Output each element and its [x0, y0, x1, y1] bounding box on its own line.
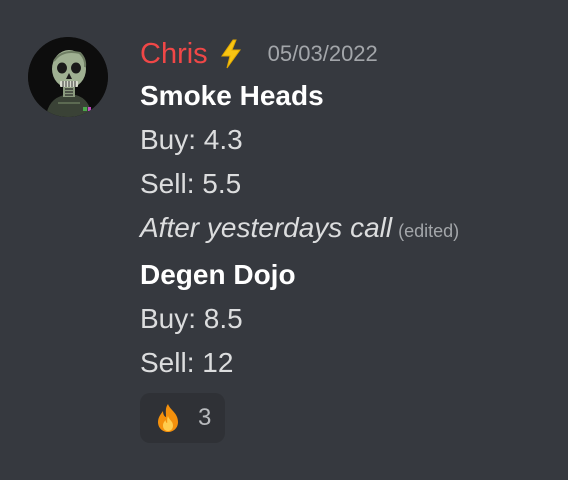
fire-emoji-icon	[158, 404, 178, 432]
edited-label: (edited)	[398, 221, 460, 241]
skull-avatar-icon	[28, 37, 108, 117]
buy-price: Buy: 8.5	[140, 303, 243, 334]
message-content: Chris 05/03/2022 Smoke Heads Buy: 4.3 Se…	[140, 34, 550, 443]
block-title: Smoke Heads	[140, 80, 324, 111]
reaction-bar: 3	[140, 393, 550, 443]
message-header: Chris 05/03/2022	[140, 34, 550, 74]
user-avatar[interactable]	[28, 37, 108, 117]
lightning-bolt-icon	[220, 39, 241, 69]
note-line: After yesterdays call (edited)	[140, 206, 550, 253]
buy-price: Buy: 4.3	[140, 124, 243, 155]
block-title: Degen Dojo	[140, 259, 296, 290]
reaction-fire[interactable]: 3	[140, 393, 226, 443]
reaction-count: 3	[198, 404, 212, 431]
message-timestamp: 05/03/2022	[267, 41, 378, 66]
sell-price: Sell: 5.5	[140, 168, 242, 199]
note-text: After yesterdays call	[140, 212, 393, 243]
author-name[interactable]: Chris	[140, 38, 208, 70]
sell-price: Sell: 12	[140, 347, 234, 378]
